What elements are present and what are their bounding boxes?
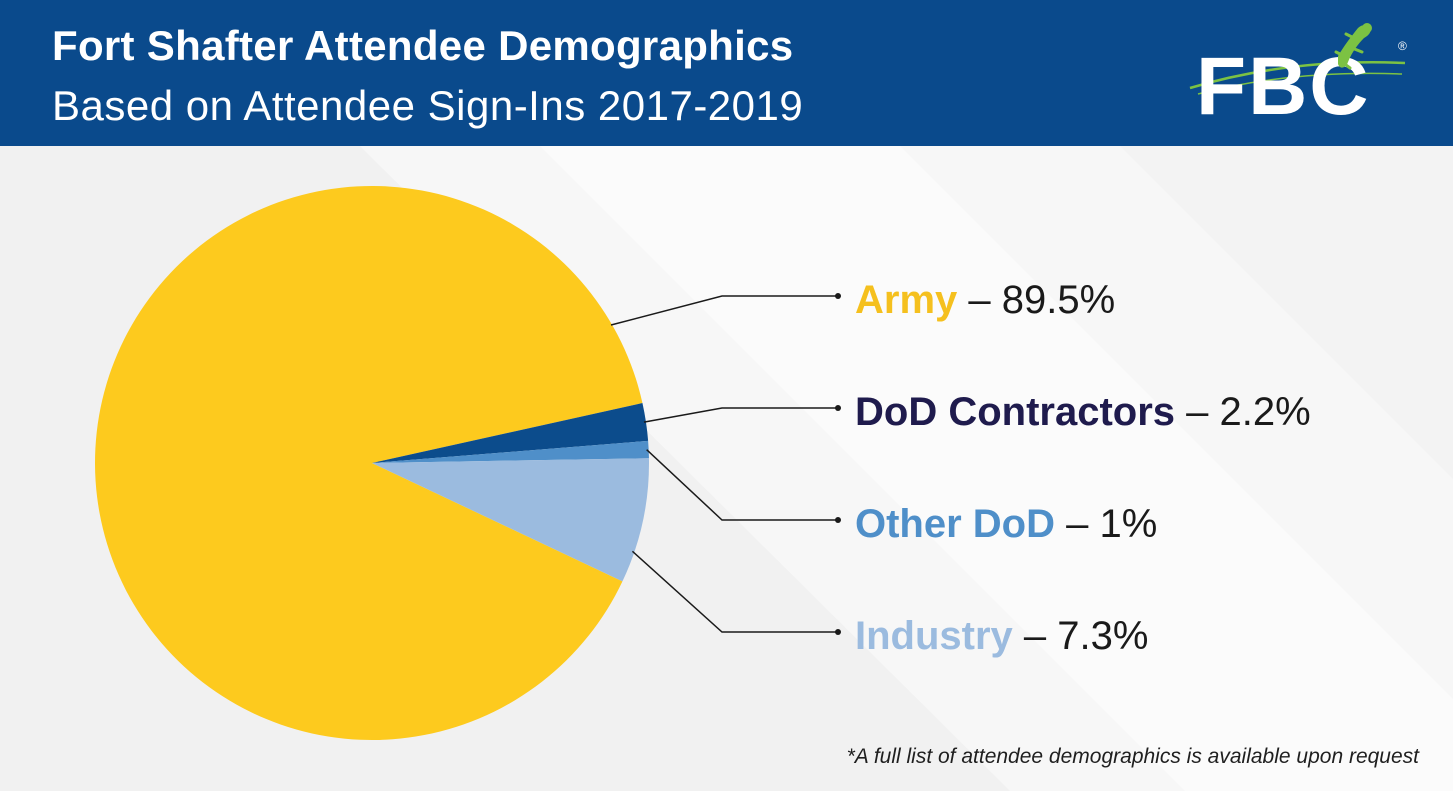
slice-name-dod-contractors: DoD Contractors [855, 390, 1175, 434]
pie-slice-dod-contractors [372, 403, 649, 463]
gecko-icon [1334, 23, 1372, 70]
slice-label-dod-contractors: DoD Contractors – 2.2% [855, 390, 1311, 434]
slice-separator: – [1175, 390, 1219, 434]
leader-dot-dod-contractors [835, 405, 841, 411]
slice-value-industry: 7.3% [1057, 614, 1148, 658]
slice-name-army: Army [855, 278, 958, 322]
leader-line-army [610, 295, 838, 326]
slice-label-industry: Industry – 7.3% [855, 614, 1148, 658]
pie-slice-other-dod [372, 440, 649, 463]
slice-label-army: Army – 89.5% [855, 278, 1115, 322]
page-title: Fort Shafter Attendee Demographics [52, 22, 794, 69]
slice-value-army: 89.5% [1002, 278, 1115, 322]
fbc-logo: FBC ® [1189, 23, 1407, 132]
slice-separator: – [1013, 614, 1057, 658]
footnote: *A full list of attendee demographics is… [846, 745, 1419, 768]
leader-line-industry [631, 550, 838, 633]
slice-separator: – [957, 278, 1001, 322]
slice-value-dod-contractors: 2.2% [1220, 390, 1311, 434]
registered-mark: ® [1398, 39, 1407, 53]
page-subtitle: Based on Attendee Sign-Ins 2017-2019 [52, 82, 804, 129]
slice-value-other-dod: 1% [1099, 502, 1157, 546]
slice-separator: – [1055, 502, 1099, 546]
leader-line-other-dod [646, 449, 838, 521]
slice-name-industry: Industry [855, 614, 1014, 658]
pie-slice-industry [372, 458, 649, 582]
leader-dot-other-dod [835, 517, 841, 523]
slice-label-other-dod: Other DoD – 1% [855, 502, 1157, 546]
leader-line-dod-contractors [643, 407, 838, 423]
slice-name-other-dod: Other DoD [855, 502, 1055, 546]
header-banner: Fort Shafter Attendee Demographics Based… [0, 0, 1453, 146]
leader-dot-industry [835, 629, 841, 635]
leader-dot-army [835, 293, 841, 299]
pie-slice-army [94, 185, 643, 740]
